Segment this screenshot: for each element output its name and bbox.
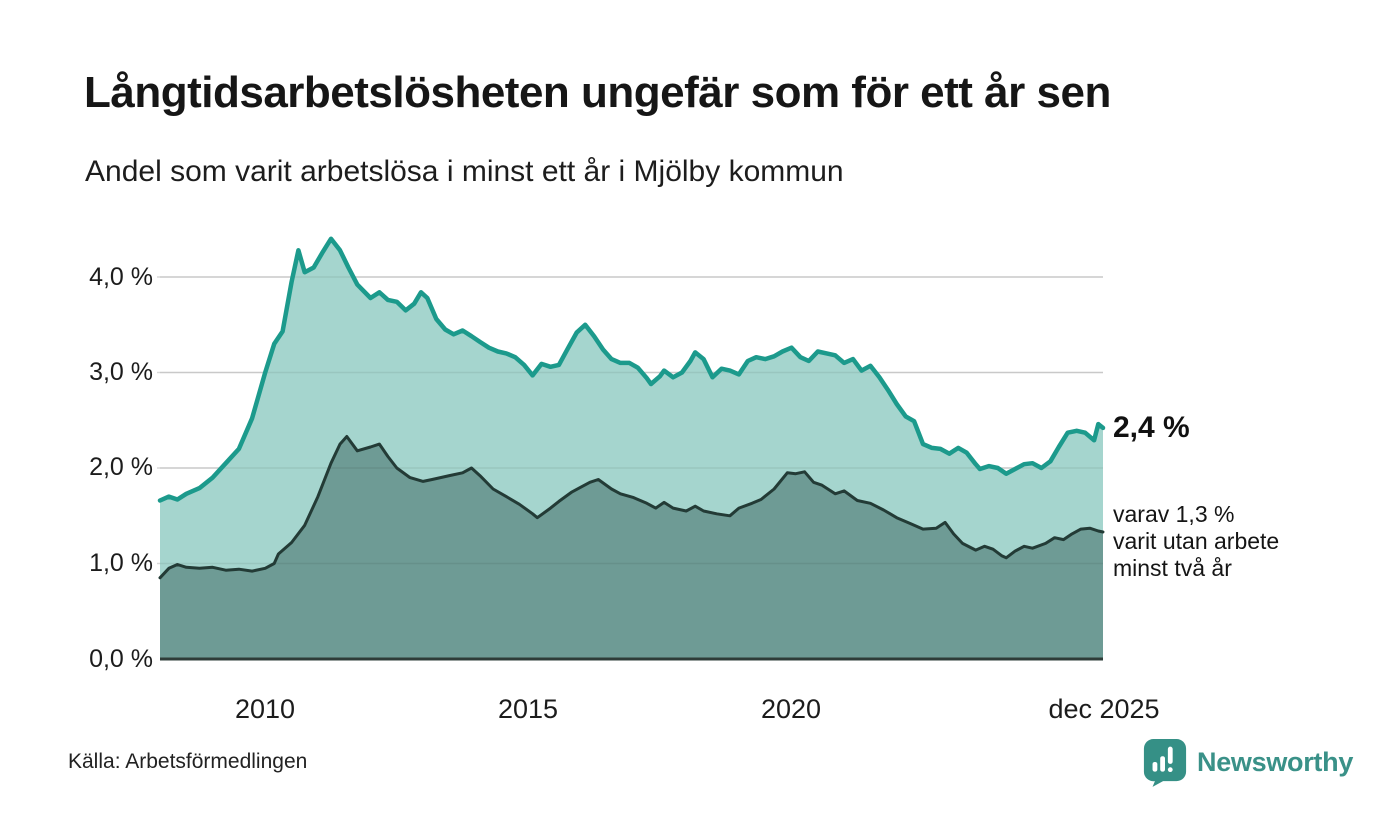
x-axis-tick-2020: 2020 [760, 694, 822, 724]
brand-name: Newsworthy [1197, 746, 1354, 777]
y-axis-tick-3: 3,0 % [89, 358, 153, 386]
y-axis-tick-1: 1,0 % [89, 549, 153, 577]
source-credit: Källa: Arbetsförmedlingen [68, 750, 308, 773]
page-title: Långtidsarbetslösheten ungefär som för e… [84, 68, 1111, 117]
chart-bubble-icon [1143, 739, 1187, 787]
newsworthy-logo[interactable]: Newsworthy [1142, 738, 1354, 787]
latest-value-label: 2,4 % [1113, 411, 1190, 444]
chart-subtitle: Andel som varit arbetslösa i minst ett å… [85, 155, 844, 188]
x-axis-tick-2015: 2015 [497, 694, 559, 724]
secondary-value-label: varav 1,3 % varit utan arbete minst två … [1113, 501, 1279, 582]
secondary-value-line2: varit utan arbete [1113, 528, 1280, 554]
secondary-value-line1: varav 1,3 % [1113, 501, 1235, 527]
y-axis-tick-2: 2,0 % [89, 453, 153, 481]
x-axis-tick-dec-2025: dec 2025 [1048, 694, 1160, 724]
y-axis-tick-0: 0,0 % [89, 645, 153, 673]
x-axis-tick-2010: 2010 [234, 694, 296, 724]
y-axis-tick-4: 4,0 % [89, 263, 153, 291]
secondary-value-line3: minst två år [1113, 555, 1232, 581]
